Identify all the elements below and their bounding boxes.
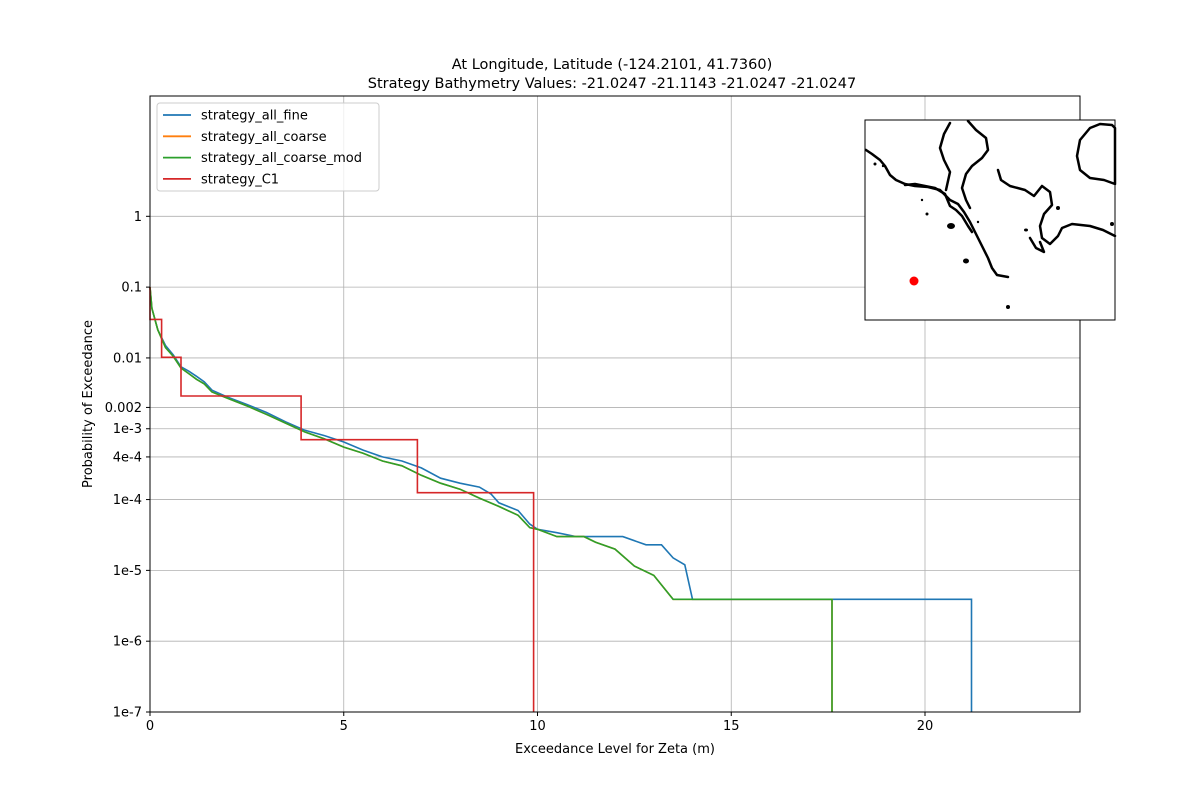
chart-title-line-2: Strategy Bathymetry Values: -21.0247 -21… (368, 76, 856, 92)
coastline-island (903, 182, 974, 234)
x-tick-label: 0 (146, 719, 154, 734)
coastline (864, 119, 1117, 279)
river-east (996, 168, 1117, 246)
islet-9 (1006, 305, 1010, 309)
x-tick-label: 5 (340, 719, 348, 734)
y-tick-label: 1e-6 (113, 635, 142, 650)
inset-map (864, 119, 1117, 321)
islet-7 (1056, 206, 1060, 210)
legend-box (156, 102, 380, 192)
x-axis-ticks: 0 5 10 15 20 (146, 712, 933, 734)
x-tick-label: 10 (529, 719, 546, 734)
islet-10 (1110, 222, 1114, 226)
legend-label: strategy_all_coarse_mod (201, 151, 362, 166)
y-tick-label: 1 (134, 210, 142, 225)
location-marker (909, 276, 919, 286)
y-tick-label: 0.01 (113, 351, 142, 366)
inset-map-frame (864, 119, 1116, 321)
islet-3 (925, 212, 929, 216)
series-line-strategy-all-fine (149, 287, 973, 712)
coast-inlet (1028, 236, 1046, 254)
river-north (960, 119, 990, 210)
y-tick-label: 0.1 (121, 281, 142, 296)
legend-label: strategy_C1 (201, 172, 279, 187)
river-mid (938, 121, 952, 192)
y-tick-label: 4e-4 (113, 450, 142, 465)
y-tick-label: 1e-3 (113, 422, 142, 437)
y-tick-label: 1e-4 (113, 493, 142, 508)
islets (873, 162, 1114, 309)
series-line-strategy-all-coarse-mod (149, 287, 833, 712)
x-tick-label: 15 (723, 719, 740, 734)
islet-6 (881, 164, 885, 168)
lake-east (1075, 122, 1117, 186)
legend-label: strategy_all_coarse (201, 130, 327, 145)
series-layer (149, 287, 973, 712)
y-tick-label: 1e-7 (113, 706, 142, 721)
islet-11 (976, 220, 980, 224)
islet-8 (1024, 228, 1028, 232)
series-line-strategy-C1 (149, 287, 535, 712)
islet-4 (920, 198, 924, 202)
islet-5 (873, 162, 877, 166)
y-tick-label: 0.002 (105, 401, 142, 416)
y-tick-label: 1e-5 (113, 564, 142, 579)
islet-2 (963, 258, 969, 264)
islet-1 (947, 223, 955, 229)
y-axis-label: Probability of Exceedance (81, 320, 96, 488)
legend: strategy_all_fine strategy_all_coarsestra… (156, 102, 380, 192)
x-axis-label: Exceedance Level for Zeta (m) (515, 742, 715, 757)
y-axis-ticks: 1 0.1 0.01 0.002 1e-3 4e-4 1e-4 1e-5 1e-6 1e-7 (105, 210, 150, 721)
plot-frame (149, 95, 1081, 713)
chart-title-line-1: At Longitude, Latitude (-124.2101, 41.73… (452, 57, 773, 73)
legend-label: strategy_all_fine (201, 109, 308, 124)
x-tick-label: 20 (917, 719, 934, 734)
